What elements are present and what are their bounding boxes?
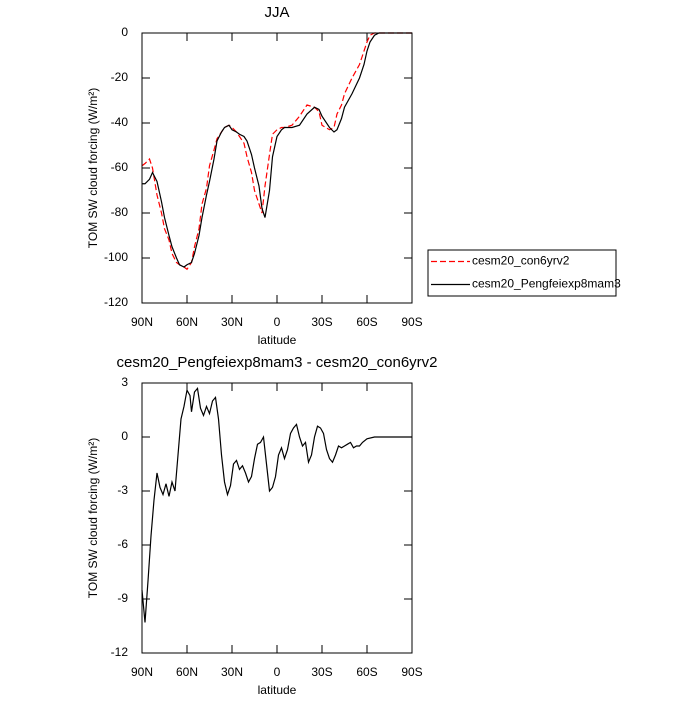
x-tick-label: 60S [356,315,377,329]
x-tick-label: 30N [221,315,243,329]
y-tick-label: -12 [111,645,129,659]
plot-frame [141,382,413,654]
x-tick-label: 60S [356,665,377,679]
data-line [141,32,412,271]
y-tick-label: 0 [121,25,128,39]
x-tick-label: 30N [221,665,243,679]
y-tick-label: 3 [121,375,128,389]
x-tick-label: 90N [131,665,153,679]
x-tick-label: 30S [311,665,332,679]
legend-label: cesm20_con6yrv2 [472,254,570,268]
x-tick-label: 90S [401,315,422,329]
y-tick-label: -60 [111,160,129,174]
chart-title: cesm20_Pengfeiexp8mam3 - cesm20_con6yrv2 [117,354,438,371]
x-tick-label: 0 [274,315,281,329]
chart-title: JJA [264,4,289,21]
y-axis-label: TOM SW cloud forcing (W/m²) [86,88,100,248]
y-tick-label: -6 [117,537,128,551]
data-line [141,386,412,623]
x-tick-label: 0 [274,665,281,679]
x-axis-label: latitude [258,683,297,697]
y-tick-label: -20 [111,70,129,84]
y-tick-label: -100 [104,250,128,264]
y-tick-label: -80 [111,205,129,219]
x-tick-label: 60N [176,665,198,679]
x-tick-label: 90S [401,665,422,679]
x-tick-label: 90N [131,315,153,329]
y-tick-label: 0 [121,429,128,443]
x-axis-label: latitude [258,333,297,347]
x-tick-label: 30S [311,315,332,329]
legend-label: cesm20_Pengfeiexp8mam3 [472,277,621,291]
y-tick-label: -9 [117,591,128,605]
data-line [142,32,412,268]
y-tick-label: -120 [104,295,128,309]
y-axis-label: TOM SW cloud forcing (W/m²) [86,438,100,598]
y-tick-label: -40 [111,115,129,129]
plot-frame [141,32,413,304]
legend-box [427,249,617,297]
y-tick-label: -3 [117,483,128,497]
x-tick-label: 60N [176,315,198,329]
